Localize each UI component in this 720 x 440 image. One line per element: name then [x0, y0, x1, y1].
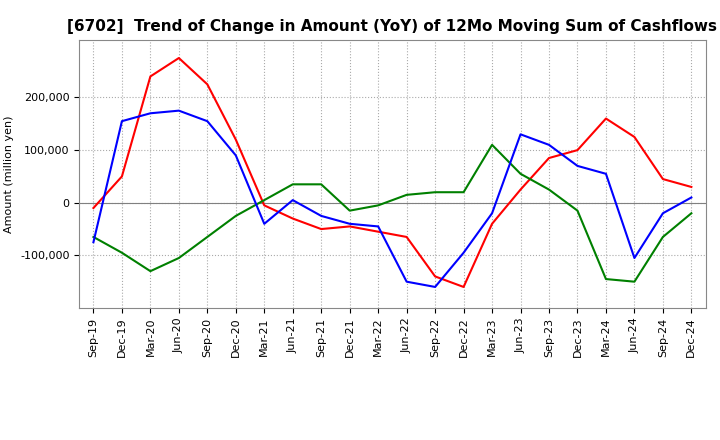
Free Cashflow [232, 153, 240, 158]
Operating Cashflow [317, 227, 325, 232]
Operating Cashflow [346, 224, 354, 229]
Title: [6702]  Trend of Change in Amount (YoY) of 12Mo Moving Sum of Cashflows: [6702] Trend of Change in Amount (YoY) o… [68, 19, 717, 34]
Investing Cashflow [487, 142, 496, 147]
Free Cashflow [431, 284, 439, 290]
Investing Cashflow [203, 235, 212, 240]
Free Cashflow [89, 239, 98, 245]
Investing Cashflow [317, 182, 325, 187]
Investing Cashflow [346, 208, 354, 213]
Free Cashflow [573, 163, 582, 169]
Operating Cashflow [659, 176, 667, 182]
Investing Cashflow [516, 171, 525, 176]
Investing Cashflow [659, 235, 667, 240]
Investing Cashflow [146, 268, 155, 274]
Investing Cashflow [573, 208, 582, 213]
Free Cashflow [630, 255, 639, 260]
Investing Cashflow [374, 203, 382, 208]
Free Cashflow [346, 221, 354, 227]
Investing Cashflow [289, 182, 297, 187]
Free Cashflow [174, 108, 183, 113]
Free Cashflow [289, 198, 297, 203]
Operating Cashflow [630, 134, 639, 139]
Operating Cashflow [89, 205, 98, 211]
Free Cashflow [374, 224, 382, 229]
Operating Cashflow [687, 184, 696, 190]
Line: Free Cashflow: Free Cashflow [94, 110, 691, 287]
Operating Cashflow [516, 187, 525, 192]
Investing Cashflow [89, 235, 98, 240]
Investing Cashflow [117, 250, 126, 255]
Investing Cashflow [630, 279, 639, 284]
Operating Cashflow [260, 203, 269, 208]
Operating Cashflow [402, 235, 411, 240]
Operating Cashflow [174, 55, 183, 61]
Free Cashflow [146, 110, 155, 116]
Free Cashflow [203, 118, 212, 124]
Free Cashflow [459, 250, 468, 255]
Free Cashflow [545, 142, 554, 147]
Free Cashflow [659, 211, 667, 216]
Free Cashflow [687, 195, 696, 200]
Investing Cashflow [232, 213, 240, 219]
Operating Cashflow [431, 274, 439, 279]
Investing Cashflow [402, 192, 411, 198]
Y-axis label: Amount (million yen): Amount (million yen) [4, 115, 14, 233]
Investing Cashflow [431, 190, 439, 195]
Operating Cashflow [289, 216, 297, 221]
Operating Cashflow [545, 155, 554, 161]
Investing Cashflow [174, 255, 183, 260]
Free Cashflow [117, 118, 126, 124]
Operating Cashflow [487, 221, 496, 227]
Operating Cashflow [203, 82, 212, 87]
Line: Operating Cashflow: Operating Cashflow [94, 58, 691, 287]
Free Cashflow [487, 211, 496, 216]
Operating Cashflow [146, 74, 155, 79]
Operating Cashflow [117, 174, 126, 179]
Investing Cashflow [260, 198, 269, 203]
Operating Cashflow [602, 116, 611, 121]
Investing Cashflow [459, 190, 468, 195]
Operating Cashflow [374, 229, 382, 235]
Line: Investing Cashflow: Investing Cashflow [94, 145, 691, 282]
Free Cashflow [260, 221, 269, 227]
Operating Cashflow [459, 284, 468, 290]
Operating Cashflow [232, 137, 240, 142]
Free Cashflow [516, 132, 525, 137]
Investing Cashflow [545, 187, 554, 192]
Free Cashflow [317, 213, 325, 219]
Investing Cashflow [687, 211, 696, 216]
Operating Cashflow [573, 147, 582, 153]
Free Cashflow [402, 279, 411, 284]
Free Cashflow [602, 171, 611, 176]
Investing Cashflow [602, 276, 611, 282]
